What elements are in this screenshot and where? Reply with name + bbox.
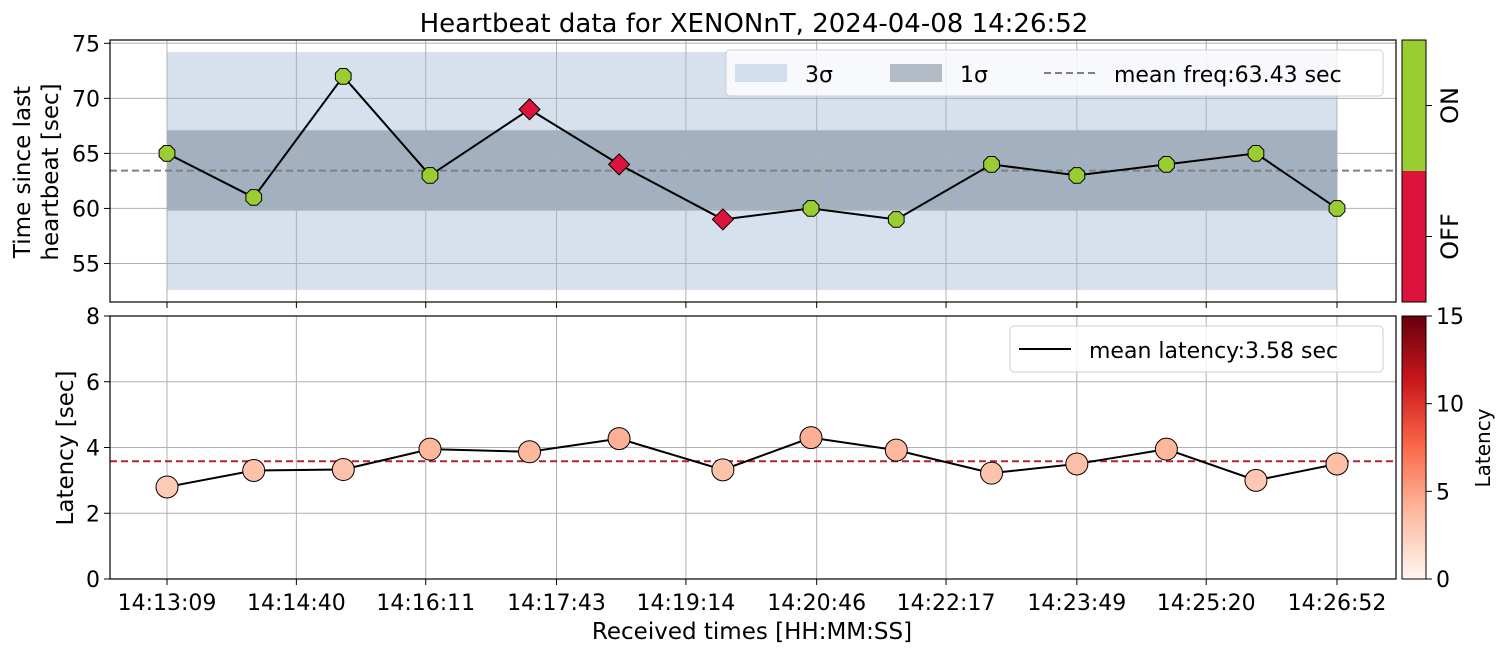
x-tick-label: 14:20:46 [767, 591, 866, 616]
heartbeat-point-on [245, 189, 263, 206]
latency-point [331, 458, 355, 482]
axes-frame [109, 39, 1397, 303]
latency-point [884, 438, 908, 462]
y-tick-label: 60 [72, 197, 100, 222]
x-tick-label: 14:13:09 [118, 591, 217, 616]
latency-point [242, 459, 266, 483]
y-axis-label-heartbeat: Time since lastheartbeat [sec] [10, 83, 64, 260]
x-tick-label: 14:19:14 [636, 591, 735, 616]
heartbeat-point-on [1328, 200, 1346, 217]
colorbar-tick-label: 5 [1436, 480, 1450, 505]
heartbeat-point-off [711, 208, 735, 231]
y-tick-label: 75 [72, 32, 100, 57]
y-axis-label-latency: Latency [sec] [53, 371, 79, 526]
heartbeat-point-on [334, 68, 352, 85]
latency-point [1325, 452, 1349, 476]
legend-label-3sigma: 3σ [805, 63, 833, 88]
latency-point [711, 458, 735, 482]
status-bar-frame [1401, 39, 1427, 303]
latency-point [418, 437, 442, 461]
x-tick-label: 14:22:17 [897, 591, 996, 616]
heartbeat-point-off [607, 153, 631, 176]
latency-point [799, 426, 823, 450]
x-tick-label: 14:25:20 [1157, 591, 1256, 616]
latency-point [1154, 437, 1178, 461]
legend-box [725, 49, 1384, 97]
latency-point [607, 427, 631, 451]
y-tick-label: 4 [86, 437, 100, 462]
x-tick-label: 14:16:11 [376, 591, 475, 616]
heartbeat-point-on [1158, 156, 1175, 173]
heartbeat-point-on [983, 156, 1000, 173]
heartbeat-point-on [887, 211, 905, 228]
heartbeat-point-on [421, 167, 439, 184]
latency-panel: 0 2 4 6 8 14:13:09 14:14:40 14:16:11 14:17:43 14:… [53, 305, 1397, 616]
colorbar-tick-label: 0 [1436, 568, 1450, 593]
x-tick-label: 14:26:52 [1288, 591, 1387, 616]
latency-series-line [166, 436, 1338, 488]
x-axis-label: Received times [HH:MM:SS] [592, 619, 912, 645]
latency-point [518, 440, 542, 464]
status-colorbar: ON OFF [1401, 39, 1464, 303]
status-on-segment [1402, 40, 1426, 171]
latency-point [980, 461, 1004, 485]
latency-point [1244, 468, 1268, 492]
status-label-off: OFF [1436, 213, 1464, 260]
chart-title: Heartbeat data for XENONnT, 2024-04-08 1… [420, 9, 1089, 39]
y-tick-label: 0 [86, 568, 100, 593]
legend-label-mean-latency: mean latency:3.58 sec [1089, 339, 1338, 364]
y-tick-label: 55 [72, 252, 100, 277]
legend-label-1sigma: 1σ [960, 63, 988, 88]
legend-swatch-3sigma [735, 64, 787, 82]
legend-label-mean-freq: mean freq:63.43 sec [1114, 63, 1342, 88]
heartbeat-panel: 55 60 65 70 75 Time since lastheartbeat [sec]… [10, 32, 1397, 308]
heartbeat-point-on [802, 200, 820, 217]
heartbeat-series-line [166, 74, 1338, 221]
legend-swatch-1sigma [890, 64, 942, 82]
legend-box [1009, 325, 1384, 373]
heartbeat-point-on [1247, 145, 1265, 162]
latency-colorbar: 0 5 10 15 Latency [1401, 305, 1495, 593]
colorbar-label: Latency [1471, 408, 1495, 487]
legend-latency: mean latency:3.58 sec [1009, 325, 1384, 373]
legend-heartbeat: 3σ 1σ mean freq:63.43 sec [725, 49, 1384, 97]
latency-point [1065, 452, 1089, 476]
y-tick-label: 2 [86, 502, 100, 527]
x-tick-label: 14:23:49 [1027, 591, 1126, 616]
heartbeat-point-on [1068, 167, 1086, 184]
heartbeat-point-off [518, 98, 541, 121]
y-tick-label: 8 [86, 305, 100, 330]
x-tick-label: 14:17:43 [507, 591, 606, 616]
y-tick-label: 70 [72, 87, 100, 112]
y-tick-label: 65 [72, 142, 100, 167]
latency-point [155, 475, 179, 499]
colorbar-tick-label: 10 [1436, 393, 1464, 418]
status-label-on: ON [1436, 87, 1464, 124]
status-off-segment [1402, 171, 1426, 302]
x-tick-label: 14:14:40 [247, 591, 346, 616]
heartbeat-point-on [158, 145, 176, 162]
latency-colorbar-gradient [1401, 315, 1427, 580]
colorbar-tick-label: 15 [1436, 305, 1464, 330]
y-tick-label: 6 [86, 371, 100, 396]
